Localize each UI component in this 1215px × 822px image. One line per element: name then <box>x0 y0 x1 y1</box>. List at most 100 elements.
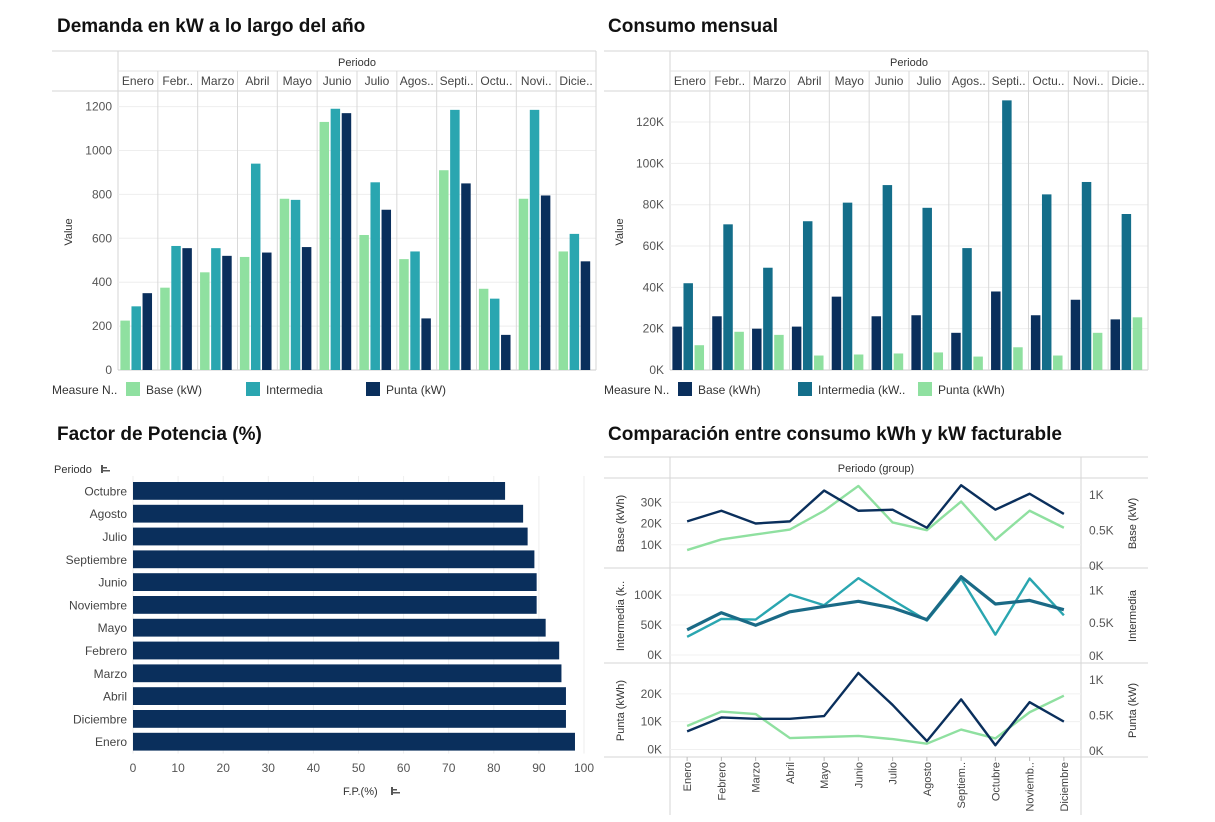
consumo-category-label: Febr.. <box>714 74 745 88</box>
comp-category-label: Junio <box>853 762 865 788</box>
factor-bar <box>133 550 535 569</box>
consumo-category-label: Diciе.. <box>1111 74 1144 88</box>
comp-line-kw <box>686 576 1065 638</box>
consumo-category-label: Abril <box>797 74 821 88</box>
demanda-ytick-label: 800 <box>92 187 112 201</box>
factor-title: Factor de Potencia (%) <box>57 424 262 445</box>
factor-xlabel: F.P.(%) <box>343 786 378 798</box>
factor-category-label: Julio <box>102 530 127 544</box>
demanda-ylabel: Value <box>63 218 75 245</box>
comp-left-tick-label: 20K <box>641 517 662 531</box>
demanda-bar <box>518 198 529 370</box>
consumo-bar <box>1002 100 1012 371</box>
demanda-category-label: Octu.. <box>480 74 512 88</box>
legend-intermedia-kwh: Intermedia (kW.. <box>818 383 905 397</box>
comparacion-title: Comparación entre consumo kWh y kW factu… <box>608 424 1062 445</box>
comparacion-period-header: Periodo (group) <box>838 463 914 475</box>
demanda-category-label: Abril <box>245 74 269 88</box>
consumo-bar <box>774 334 784 370</box>
factor-category-label: Diciembre <box>73 712 127 726</box>
consumo-bar <box>1081 181 1092 370</box>
consumo-bar <box>814 355 824 370</box>
demanda-category-label: Mayo <box>283 74 313 88</box>
demanda-bar <box>142 293 153 370</box>
demanda-bar <box>182 248 192 370</box>
consumo-bar <box>933 352 944 370</box>
demanda-bar <box>439 170 449 370</box>
demanda-bar <box>381 209 392 370</box>
consumo-ytick-label: 0K <box>649 363 664 377</box>
demanda-category-label: Julio <box>365 74 390 88</box>
consumo-bar <box>1041 194 1052 370</box>
factor-category-label: Febrero <box>85 644 127 658</box>
demanda-bar <box>370 182 380 370</box>
consumo-bar <box>1070 299 1081 370</box>
comp-category-label: Febrero <box>716 762 728 801</box>
factor-xtick-label: 100 <box>574 761 594 775</box>
comp-left-tick-label: 100K <box>634 588 662 602</box>
consumo-bar <box>831 296 842 370</box>
factor-bar <box>133 573 537 591</box>
comp-right-tick-label: 0K <box>1089 559 1104 573</box>
consumo-bar <box>734 331 744 370</box>
consumo-bar <box>962 248 972 370</box>
factor-category-label: Septiembre <box>66 553 128 567</box>
demanda-bar <box>529 109 540 370</box>
comp-right-tick-label: 0.5K <box>1089 708 1114 722</box>
consumo-bar <box>1030 315 1041 370</box>
legend-swatch-intermedia <box>246 382 260 396</box>
comp-left-tick-label: 10K <box>641 715 662 729</box>
consumo-bar <box>871 316 882 370</box>
sort-icon[interactable] <box>391 787 400 795</box>
factor-xtick-label: 90 <box>532 761 546 775</box>
consumo-category-label: Enero <box>674 74 706 88</box>
consumo-category-label: Octu.. <box>1032 74 1064 88</box>
legend-intermedia: Intermedia <box>266 383 323 397</box>
demanda-ytick-label: 600 <box>92 231 112 245</box>
demanda-bar <box>262 252 272 370</box>
demanda-ytick-label: 1000 <box>85 143 112 157</box>
factor-category-label: Junio <box>98 576 127 590</box>
demanda-bar <box>330 108 341 370</box>
demanda-bar <box>160 287 170 370</box>
factor-bar <box>133 618 546 637</box>
consumo-bar <box>842 202 853 370</box>
comp-left-axis-label: Intermedia (k.. <box>615 581 627 651</box>
comp-right-tick-label: 0K <box>1089 744 1104 758</box>
demanda-bar <box>461 183 471 370</box>
comp-line-kwh <box>686 575 1065 632</box>
demanda-bar <box>319 121 330 370</box>
consumo-bar <box>911 315 921 370</box>
demanda-category-label: Junio <box>323 74 352 88</box>
comp-line-kwh <box>686 671 1065 747</box>
factor-xtick-label: 80 <box>487 761 501 775</box>
demanda-legend-title: Measure N.. <box>52 383 117 397</box>
legend-base: Base (kW) <box>146 383 202 397</box>
consumo-bar <box>893 353 904 370</box>
factor-category-label: Marzo <box>94 667 128 681</box>
consumo-bar <box>853 354 864 370</box>
sort-icon[interactable] <box>101 465 110 473</box>
consumo-bar <box>694 345 705 370</box>
consumo-category-label: Mayo <box>835 74 865 88</box>
comp-left-axis-label: Base (kWh) <box>615 495 627 552</box>
consumo-ytick-label: 120K <box>636 115 664 129</box>
demanda-category-label: Febr.. <box>162 74 193 88</box>
consumo-ytick-label: 100K <box>636 156 664 170</box>
consumo-bar <box>1110 319 1121 370</box>
legend-swatch-punta <box>366 382 380 396</box>
factor-category-label: Abril <box>103 690 127 704</box>
comp-left-tick-label: 30K <box>641 495 662 509</box>
consumo-bar <box>802 221 813 370</box>
consumo-ytick-label: 20K <box>643 322 664 336</box>
legend-swatch-base <box>126 382 140 396</box>
factor-xtick-label: 60 <box>397 761 411 775</box>
comp-right-tick-label: 1K <box>1089 673 1104 687</box>
demanda-bar <box>290 199 301 370</box>
demanda-bar <box>478 288 489 370</box>
consumo-bar <box>763 267 773 370</box>
consumo-bar <box>1092 332 1103 370</box>
consumo-category-label: Septi.. <box>992 74 1026 88</box>
factor-bar <box>133 596 537 614</box>
